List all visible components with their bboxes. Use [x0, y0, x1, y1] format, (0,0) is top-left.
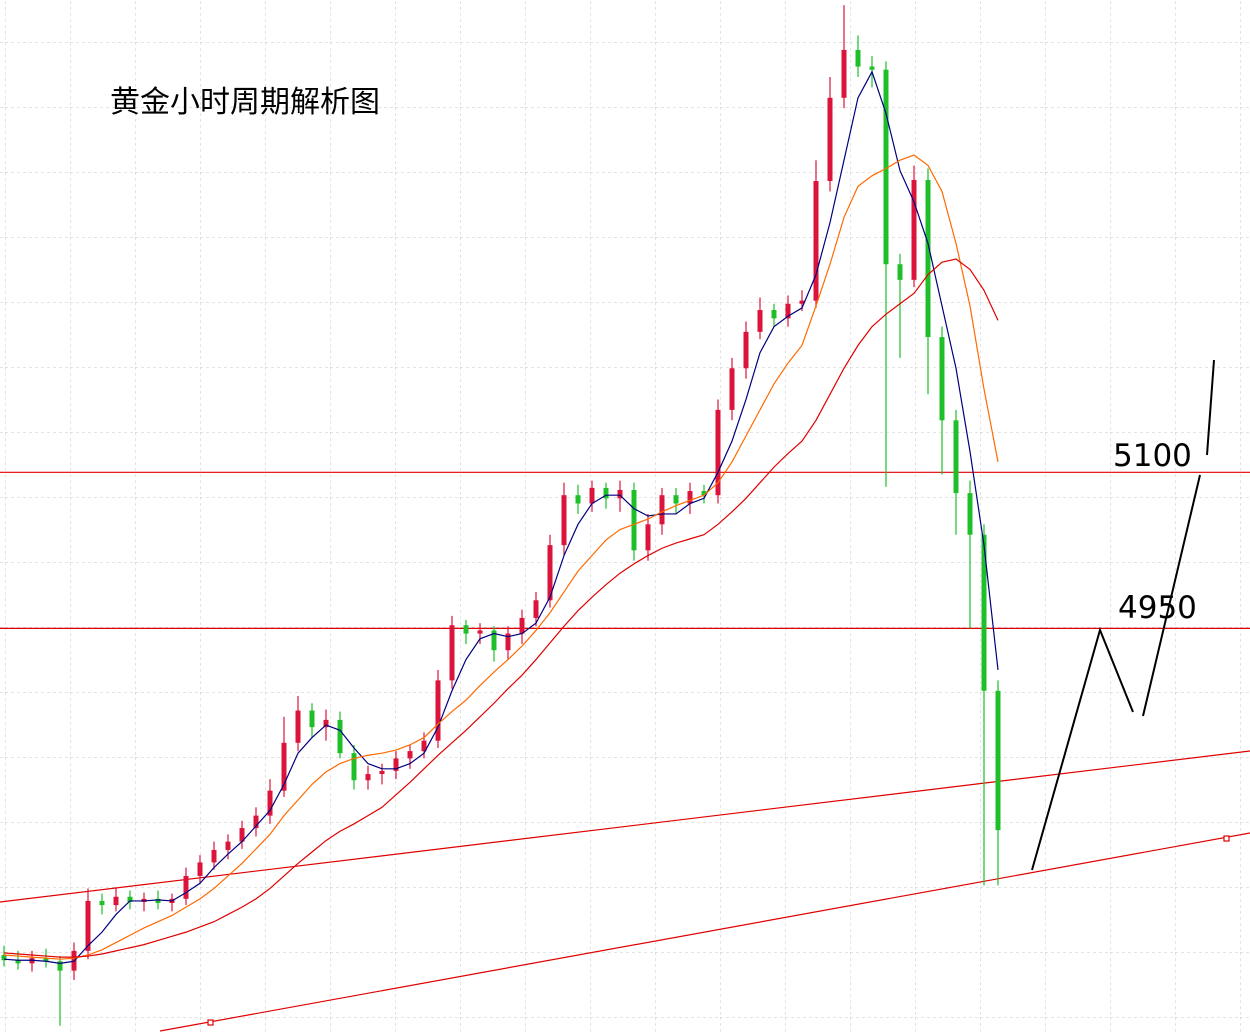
candle-body — [239, 828, 245, 842]
trendline — [0, 750, 1250, 903]
candle-body — [855, 49, 861, 67]
level-label: 4950 — [1118, 590, 1197, 626]
candle-body — [113, 896, 119, 906]
candle-body — [673, 495, 679, 504]
candle-body — [449, 625, 455, 681]
candle-body — [953, 420, 959, 494]
candle-body — [435, 680, 441, 741]
candle-body — [407, 751, 413, 759]
candle-body — [743, 331, 749, 369]
candle-body — [575, 495, 581, 504]
candle-body — [155, 898, 161, 903]
candle-body — [939, 337, 945, 421]
candle-body — [603, 487, 609, 499]
candle-body — [533, 600, 539, 618]
candle-body — [659, 495, 665, 525]
candle-body — [1, 955, 7, 961]
candle-body — [99, 900, 105, 906]
candle-body — [729, 368, 735, 410]
candle-body — [771, 310, 777, 319]
candle-body — [547, 545, 553, 601]
candle-body — [687, 491, 693, 504]
candle-body — [295, 710, 301, 743]
trend-anchor — [207, 1019, 214, 1026]
candle-body — [813, 181, 819, 301]
candle-body — [127, 896, 133, 902]
candle-body — [197, 862, 203, 876]
projection — [1031, 359, 1215, 871]
levels — [0, 471, 1250, 629]
candle-body — [925, 179, 931, 338]
candle-body — [351, 753, 357, 781]
trendlines — [0, 750, 1250, 1032]
level-label: 5100 — [1113, 438, 1192, 474]
candle-body — [365, 774, 371, 781]
candle-body — [337, 719, 343, 754]
candle-body — [323, 719, 329, 728]
candle-body — [225, 841, 231, 850]
candle-body — [631, 489, 637, 551]
candle-body — [57, 961, 63, 971]
moving-averages — [3, 70, 999, 964]
candle-body — [645, 524, 651, 551]
candle-body — [267, 790, 273, 816]
candle-body — [561, 495, 567, 546]
candle-body — [491, 630, 497, 651]
candle-body — [505, 633, 511, 651]
projection-line — [1206, 359, 1215, 456]
candle-body — [967, 493, 973, 535]
candle-body — [379, 770, 385, 774]
candle-body — [477, 630, 483, 634]
candle-body — [281, 742, 287, 791]
projection-line — [1142, 474, 1201, 717]
candle-body — [463, 625, 469, 634]
candle-body — [393, 758, 399, 771]
candle-body — [911, 179, 917, 280]
candle-body — [799, 300, 805, 304]
candle-body — [519, 617, 525, 634]
candle-body — [897, 264, 903, 280]
candle-body — [883, 69, 889, 265]
candle-body — [841, 49, 847, 98]
candles — [1, 5, 1001, 1026]
moving-average — [3, 154, 999, 960]
candle-body — [701, 491, 707, 496]
candle-body — [253, 815, 259, 829]
candle-body — [15, 960, 21, 964]
candle-body — [183, 875, 189, 899]
candle-body — [827, 97, 833, 182]
candle-body — [981, 534, 987, 691]
candle-body — [617, 489, 623, 499]
candle-body — [995, 690, 1001, 831]
candle-body — [869, 66, 875, 70]
candle-body — [309, 710, 315, 728]
trendline — [159, 832, 1250, 1032]
projection-line — [1031, 626, 1134, 871]
candle-body — [43, 958, 49, 962]
candle-body — [421, 740, 427, 752]
candle-body — [211, 849, 217, 863]
candle-body — [589, 487, 595, 504]
trend-anchor — [1223, 835, 1230, 842]
candle-body — [757, 310, 763, 332]
chart-title: 黄金小时周期解析图 — [110, 85, 380, 120]
candle-body — [785, 303, 791, 319]
moving-average — [3, 70, 999, 964]
moving-average — [3, 258, 999, 958]
candle-body — [85, 900, 91, 951]
candle-body — [715, 409, 721, 496]
